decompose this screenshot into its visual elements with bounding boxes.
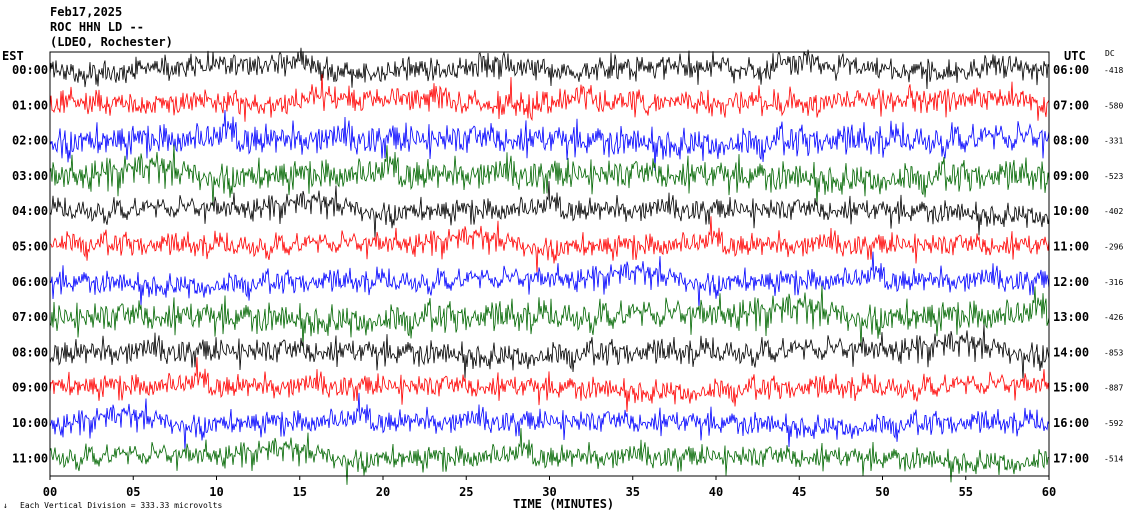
trace-line (49, 180, 1050, 238)
x-tick-label: 45 (792, 485, 806, 499)
trace-line (49, 285, 1050, 348)
trace-line (49, 109, 1050, 171)
x-tick-label: 30 (542, 485, 556, 499)
dc-offset-label: -418 (1104, 66, 1123, 75)
trace-line (49, 216, 1050, 274)
dc-offset-label: -426 (1104, 313, 1123, 322)
utc-hour-label: 06:00 (1053, 63, 1089, 77)
dc-offset-label: -853 (1104, 348, 1123, 357)
dc-offset-label: -592 (1104, 419, 1123, 428)
est-hour-label: 08:00 (12, 345, 48, 359)
x-tick-label: 25 (459, 485, 473, 499)
x-tick-label: 60 (1042, 485, 1056, 499)
x-tick-label: 40 (709, 485, 723, 499)
utc-hour-label: 16:00 (1053, 416, 1089, 430)
trace-line (49, 357, 1050, 412)
chart-station: ROC HHN LD -- (50, 20, 144, 34)
x-tick-label: 05 (126, 485, 140, 499)
utc-hour-label: 13:00 (1053, 310, 1089, 324)
utc-hour-label: 10:00 (1053, 204, 1089, 218)
est-hour-label: 11:00 (12, 451, 48, 465)
x-tick-label: 20 (376, 485, 390, 499)
chart-date: Feb17,2025 (50, 5, 122, 19)
trace-line (49, 74, 1050, 122)
utc-hour-label: 15:00 (1053, 381, 1089, 395)
utc-hour-label: 07:00 (1053, 98, 1089, 112)
trace-line (49, 324, 1050, 381)
dc-offset-label: -402 (1104, 207, 1123, 216)
est-hour-label: 09:00 (12, 381, 48, 395)
dc-offset-label: -316 (1104, 278, 1123, 287)
x-axis: 00 05 10 15 20 25 30 35 40 45 50 55 60 (43, 476, 1056, 499)
est-hour-label: 06:00 (12, 275, 48, 289)
trace-line (49, 144, 1050, 207)
scale-note: Each Vertical Division = 333.33 microvol… (20, 501, 222, 510)
est-hour-label: 00:00 (12, 63, 48, 77)
trace-group (49, 47, 1050, 485)
trace-line (49, 47, 1050, 90)
utc-hour-label: 17:00 (1053, 451, 1089, 465)
utc-hour-label: 14:00 (1053, 345, 1089, 359)
est-hour-label: 07:00 (12, 310, 48, 324)
dc-offset-label: -331 (1104, 137, 1123, 146)
left-axis-label: EST (2, 49, 24, 63)
x-tick-label: 15 (293, 485, 307, 499)
dc-offset-label: -523 (1104, 172, 1123, 181)
utc-hour-label: 12:00 (1053, 275, 1089, 289)
est-hour-label: 02:00 (12, 134, 48, 148)
trace-line (49, 428, 1050, 485)
x-tick-label: 55 (959, 485, 973, 499)
est-hour-label: 10:00 (12, 416, 48, 430)
utc-hour-label: 11:00 (1053, 240, 1089, 254)
x-tick-label: 50 (875, 485, 889, 499)
trace-line (49, 392, 1050, 451)
x-tick-label: 35 (626, 485, 640, 499)
row-labels: 00:00 06:00 -418 01:00 07:00 -580 02:00 08:00 -3… (12, 63, 1123, 465)
trace-line (49, 251, 1050, 309)
utc-hour-label: 08:00 (1053, 134, 1089, 148)
right-axis-label: UTC (1064, 49, 1086, 63)
dc-offset-label: -296 (1104, 243, 1123, 252)
x-axis-title: TIME (MINUTES) (513, 497, 614, 511)
dc-offset-label: -514 (1104, 454, 1123, 463)
x-tick-label: 00 (43, 485, 57, 499)
dc-column-label: DC (1105, 49, 1115, 58)
est-hour-label: 04:00 (12, 204, 48, 218)
chart-network: (LDEO, Rochester) (50, 35, 173, 49)
x-tick-label: 10 (209, 485, 223, 499)
est-hour-label: 05:00 (12, 240, 48, 254)
est-hour-label: 01:00 (12, 98, 48, 112)
dc-offset-label: -580 (1104, 101, 1123, 110)
utc-hour-label: 09:00 (1053, 169, 1089, 183)
plot-frame (49, 51, 1050, 477)
scale-icon: ↓ (3, 501, 8, 510)
est-hour-label: 03:00 (12, 169, 48, 183)
dc-offset-label: -887 (1104, 384, 1123, 393)
